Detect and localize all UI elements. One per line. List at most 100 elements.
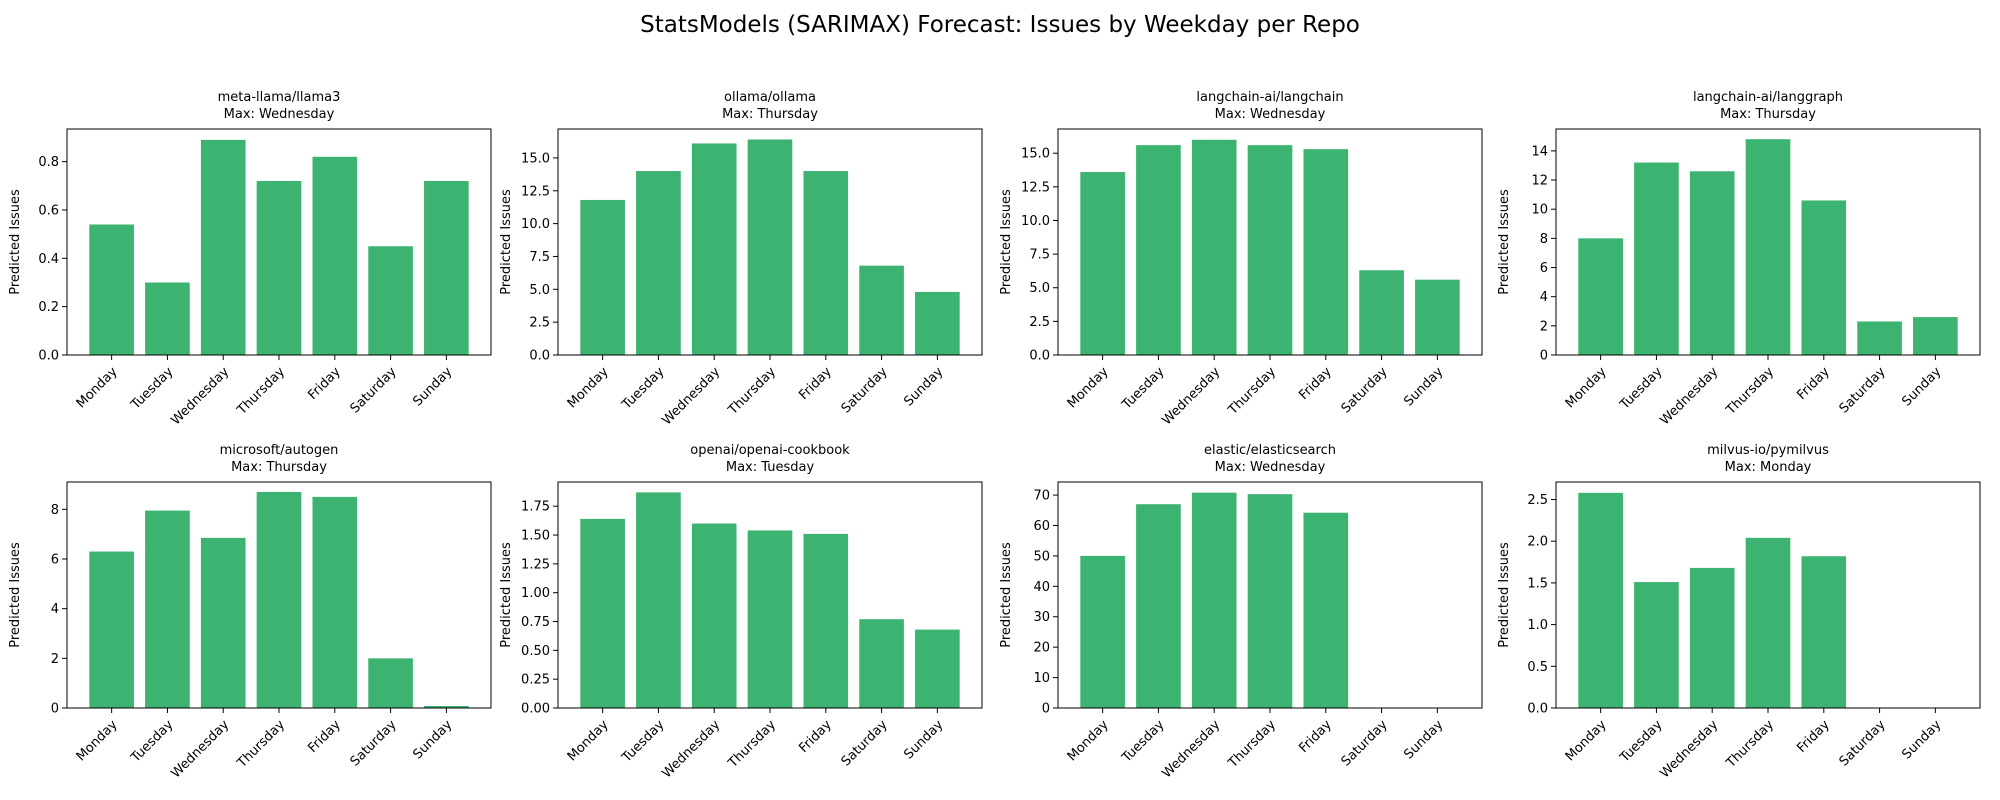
y-tick-label: 6 bbox=[51, 552, 59, 567]
bar-thursday bbox=[1745, 139, 1791, 355]
y-tick-label: 0.2 bbox=[38, 300, 59, 315]
bar-wednesday bbox=[1689, 567, 1735, 708]
bar-tuesday bbox=[1634, 162, 1679, 355]
subplot-max-label: Max: Tuesday bbox=[726, 460, 815, 475]
subplot-title: ollama/ollama bbox=[724, 90, 816, 105]
y-tick-label: 40 bbox=[1033, 580, 1050, 595]
x-tick-label-wednesday: Wednesday bbox=[659, 364, 723, 428]
bar-saturday bbox=[1857, 321, 1902, 355]
bar-friday bbox=[1801, 556, 1847, 708]
x-tick-label-thursday: Thursday bbox=[1723, 364, 1777, 418]
x-tick-label-sunday: Sunday bbox=[410, 717, 455, 762]
subplot-title: microsoft/autogen bbox=[220, 443, 339, 458]
y-tick-label: 0.4 bbox=[38, 252, 59, 267]
bar-thursday bbox=[1745, 537, 1791, 708]
bar-monday bbox=[1080, 172, 1125, 355]
bar-thursday bbox=[256, 180, 302, 355]
bar-tuesday bbox=[1136, 504, 1181, 708]
bar-tuesday bbox=[636, 492, 681, 708]
y-tick-label: 0.25 bbox=[521, 673, 550, 688]
y-tick-label: 7.5 bbox=[529, 250, 550, 265]
y-tick-label: 7.5 bbox=[1029, 248, 1050, 263]
y-tick-label: 0 bbox=[1540, 349, 1548, 364]
bar-saturday bbox=[368, 246, 413, 355]
y-tick-label: 2.0 bbox=[1527, 535, 1548, 550]
y-tick-label: 4 bbox=[51, 602, 59, 617]
y-tick-label: 8 bbox=[51, 503, 59, 518]
subplot-title: langchain-ai/langchain bbox=[1196, 90, 1343, 105]
x-tick-label-monday: Monday bbox=[565, 364, 612, 411]
y-axis-label: Predicted Issues bbox=[1497, 189, 1512, 295]
y-tick-label: 70 bbox=[1033, 489, 1050, 504]
x-tick-label-sunday: Sunday bbox=[1401, 717, 1446, 762]
x-tick-label-saturday: Saturday bbox=[1837, 717, 1889, 769]
y-tick-label: 12.5 bbox=[1021, 180, 1050, 195]
bar-sunday bbox=[1913, 317, 1958, 355]
bar-sunday bbox=[915, 291, 960, 355]
bar-monday bbox=[89, 224, 134, 355]
bar-friday bbox=[1801, 200, 1847, 355]
y-tick-label: 1.25 bbox=[521, 557, 550, 572]
x-tick-label-tuesday: Tuesday bbox=[1119, 364, 1168, 413]
subplot-3: langchain-ai/langchain Max: Wednesday 0.0 2… bbox=[999, 90, 1483, 428]
bar-monday bbox=[1578, 492, 1623, 708]
y-tick-label: 0.0 bbox=[1527, 702, 1548, 717]
x-tick-label-wednesday: Wednesday bbox=[1159, 717, 1223, 781]
figure-title: StatsModels (SARIMAX) Forecast: Issues b… bbox=[640, 12, 1360, 38]
x-tick-label-monday: Monday bbox=[565, 717, 612, 764]
y-tick-label: 1.75 bbox=[521, 500, 550, 515]
y-tick-label: 10 bbox=[1531, 203, 1548, 218]
x-tick-label-saturday: Saturday bbox=[839, 364, 891, 416]
y-tick-label: 12 bbox=[1531, 174, 1548, 189]
bar-saturday bbox=[859, 265, 904, 355]
x-tick-label-wednesday: Wednesday bbox=[1657, 717, 1721, 781]
bar-monday bbox=[580, 199, 625, 355]
y-tick-label: 4 bbox=[1540, 290, 1548, 305]
x-tick-label-monday: Monday bbox=[1065, 717, 1112, 764]
bar-monday bbox=[1578, 238, 1623, 355]
x-tick-label-friday: Friday bbox=[1296, 364, 1335, 403]
y-tick-label: 0 bbox=[51, 702, 59, 717]
y-tick-label: 20 bbox=[1033, 641, 1050, 656]
x-tick-label-tuesday: Tuesday bbox=[1119, 717, 1168, 766]
y-tick-label: 1.0 bbox=[1527, 618, 1548, 633]
x-tick-label-friday: Friday bbox=[1794, 717, 1833, 756]
subplot-2: ollama/ollama Max: Thursday 0.0 2.5 5.0 7.5 10… bbox=[499, 90, 983, 428]
subplot-title: openai/openai-cookbook bbox=[690, 443, 850, 458]
bar-wednesday bbox=[1191, 492, 1237, 708]
subplot-title: elastic/elasticsearch bbox=[1204, 443, 1336, 458]
bar-sunday bbox=[424, 706, 469, 708]
x-tick-label-sunday: Sunday bbox=[1401, 364, 1446, 409]
x-tick-label-tuesday: Tuesday bbox=[619, 364, 668, 413]
y-axis-label: Predicted Issues bbox=[8, 542, 23, 648]
bar-friday bbox=[803, 171, 849, 355]
x-tick-label-wednesday: Wednesday bbox=[1159, 364, 1223, 428]
y-axis-label: Predicted Issues bbox=[499, 189, 514, 295]
bar-tuesday bbox=[145, 510, 190, 708]
y-tick-label: 15.0 bbox=[1021, 147, 1050, 162]
bar-wednesday bbox=[691, 143, 737, 355]
y-tick-label: 0.0 bbox=[38, 349, 59, 364]
y-tick-label: 2.5 bbox=[1527, 493, 1548, 508]
subplot-5: microsoft/autogen Max: Thursday 0 2 4 6 8 Monda… bbox=[8, 443, 492, 781]
y-axis-label: Predicted Issues bbox=[499, 542, 514, 648]
x-tick-label-wednesday: Wednesday bbox=[1657, 364, 1721, 428]
y-axis-label: Predicted Issues bbox=[999, 189, 1014, 295]
bar-saturday bbox=[859, 619, 904, 708]
x-tick-label-saturday: Saturday bbox=[1837, 364, 1889, 416]
y-tick-label: 6 bbox=[1540, 261, 1548, 276]
y-tick-label: 15.0 bbox=[521, 151, 550, 166]
y-tick-label: 0.8 bbox=[38, 155, 59, 170]
bar-thursday bbox=[256, 491, 302, 708]
subplot-7: elastic/elasticsearch Max: Wednesday 0 10 20… bbox=[999, 443, 1483, 781]
y-tick-label: 2.5 bbox=[1029, 315, 1050, 330]
x-tick-label-friday: Friday bbox=[796, 717, 835, 756]
y-tick-label: 2.5 bbox=[529, 316, 550, 331]
x-tick-label-thursday: Thursday bbox=[1225, 717, 1279, 771]
x-tick-label-monday: Monday bbox=[74, 364, 121, 411]
bar-wednesday bbox=[200, 139, 246, 355]
bar-friday bbox=[312, 156, 358, 355]
bar-tuesday bbox=[1136, 145, 1181, 355]
x-tick-label-monday: Monday bbox=[1065, 364, 1112, 411]
bar-friday bbox=[1303, 512, 1349, 708]
